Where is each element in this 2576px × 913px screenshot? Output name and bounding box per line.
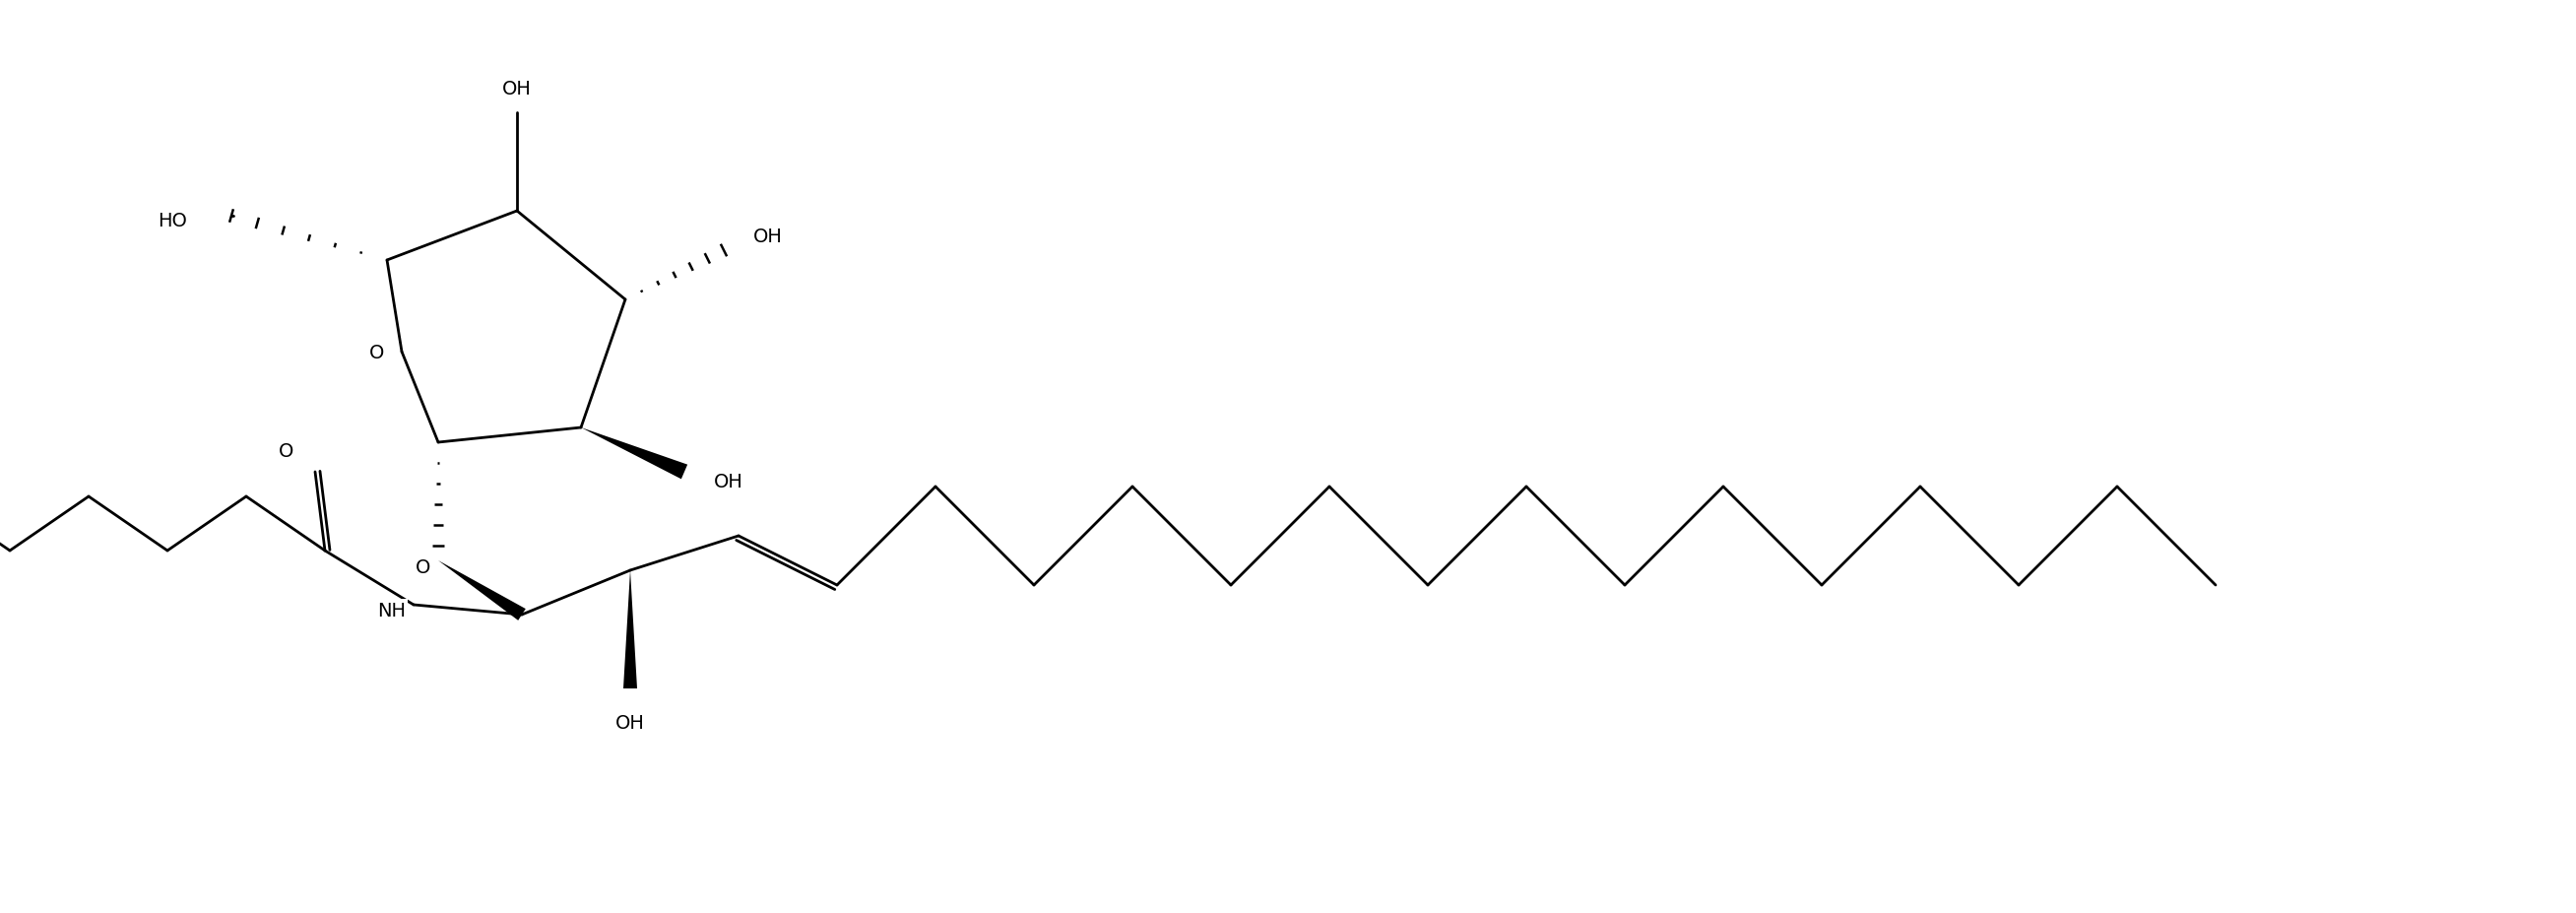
Text: OH: OH — [616, 713, 644, 732]
Text: NH: NH — [376, 601, 404, 619]
Text: HO: HO — [157, 212, 188, 231]
Text: OH: OH — [502, 79, 531, 99]
Text: O: O — [368, 343, 384, 362]
Text: O: O — [415, 558, 430, 576]
Text: OH: OH — [714, 473, 744, 491]
Text: OH: OH — [752, 226, 783, 246]
Polygon shape — [623, 571, 636, 688]
Text: O: O — [278, 442, 294, 460]
Polygon shape — [582, 428, 688, 479]
Polygon shape — [438, 561, 526, 621]
